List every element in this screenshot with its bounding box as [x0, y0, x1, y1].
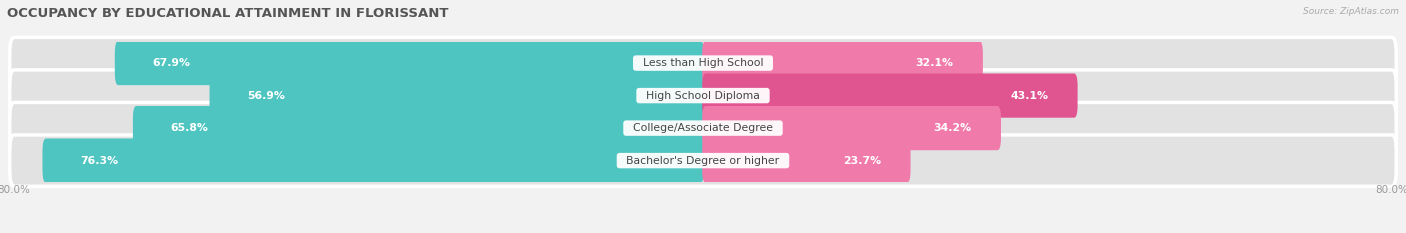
Text: High School Diploma: High School Diploma — [640, 91, 766, 101]
Text: Bachelor's Degree or higher: Bachelor's Degree or higher — [620, 156, 786, 166]
Text: College/Associate Degree: College/Associate Degree — [626, 123, 780, 133]
Text: 43.1%: 43.1% — [1011, 91, 1049, 101]
Text: 56.9%: 56.9% — [247, 91, 285, 101]
FancyBboxPatch shape — [115, 41, 704, 85]
FancyBboxPatch shape — [10, 37, 1396, 89]
Text: 23.7%: 23.7% — [844, 156, 882, 166]
Text: 34.2%: 34.2% — [934, 123, 972, 133]
FancyBboxPatch shape — [10, 103, 1396, 154]
Text: 67.9%: 67.9% — [153, 58, 191, 68]
Text: 65.8%: 65.8% — [170, 123, 208, 133]
Text: 32.1%: 32.1% — [915, 58, 953, 68]
FancyBboxPatch shape — [134, 106, 704, 150]
Text: Source: ZipAtlas.com: Source: ZipAtlas.com — [1303, 7, 1399, 16]
FancyBboxPatch shape — [10, 135, 1396, 186]
FancyBboxPatch shape — [10, 70, 1396, 121]
FancyBboxPatch shape — [702, 138, 911, 183]
Text: 76.3%: 76.3% — [80, 156, 118, 166]
FancyBboxPatch shape — [42, 138, 704, 183]
FancyBboxPatch shape — [702, 73, 1077, 118]
Text: Less than High School: Less than High School — [636, 58, 770, 68]
Text: OCCUPANCY BY EDUCATIONAL ATTAINMENT IN FLORISSANT: OCCUPANCY BY EDUCATIONAL ATTAINMENT IN F… — [7, 7, 449, 20]
FancyBboxPatch shape — [702, 41, 983, 85]
FancyBboxPatch shape — [702, 106, 1001, 150]
FancyBboxPatch shape — [209, 73, 704, 118]
